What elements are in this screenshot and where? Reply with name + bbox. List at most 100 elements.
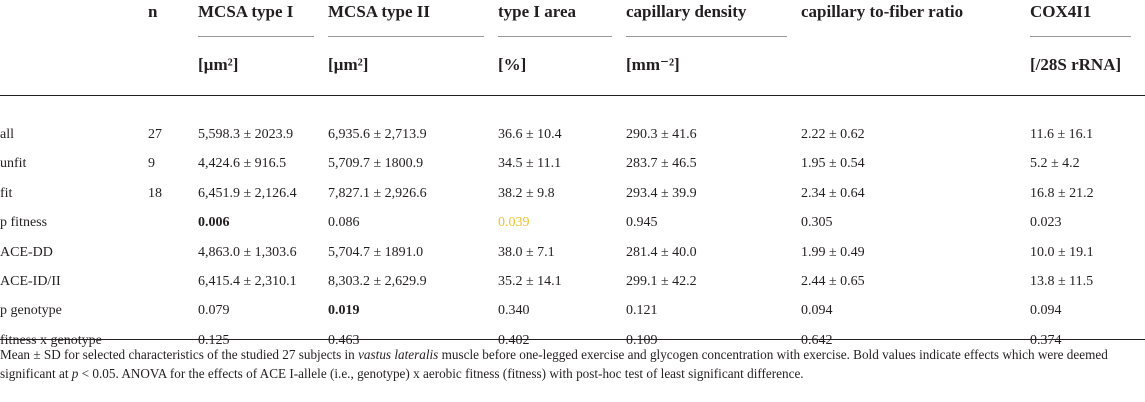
row-label: ACE-ID/II bbox=[0, 274, 61, 290]
cell-type-i-area: 35.2 ± 14.1 bbox=[498, 274, 562, 290]
cell-type-i-area: 34.5 ± 11.1 bbox=[498, 156, 562, 172]
cell-mcsa-type-ii: 7,827.1 ± 2,926.6 bbox=[328, 185, 427, 201]
cell-n bbox=[148, 208, 198, 237]
cell-capillary-fiber-ratio: 2.22 ± 0.62 bbox=[801, 127, 865, 142]
footnote-muscle-name: vastus lateralis bbox=[358, 347, 439, 362]
unit-type-i-area: [%] bbox=[498, 55, 527, 74]
cell-cox4i1: 16.8 ± 21.2 bbox=[1030, 185, 1094, 201]
row-label: fitness x genotype bbox=[0, 332, 102, 348]
row-label: unfit bbox=[0, 156, 27, 172]
cell-cox4i1: 5.2 ± 4.2 bbox=[1030, 156, 1080, 172]
unit-cox4i1: [/28S rRNA] bbox=[1030, 55, 1122, 74]
cell-type-i-area: 38.0 ± 7.1 bbox=[498, 244, 555, 260]
table-body: all 27 5,598.3 ± 2023.9 6,935.6 ± 2,713.… bbox=[0, 108, 1145, 355]
col-header-n: n bbox=[148, 2, 158, 21]
cell-capillary-density: 299.1 ± 42.2 bbox=[626, 274, 697, 290]
footnote-text: Mean ± SD for selected characteristics o… bbox=[0, 347, 359, 362]
row-label: p fitness bbox=[0, 215, 48, 231]
cell-n bbox=[148, 267, 198, 296]
cell-type-i-area: 36.6 ± 10.4 bbox=[498, 127, 562, 142]
cell-cox4i1: 10.0 ± 19.1 bbox=[1030, 244, 1094, 260]
table-row: p genotype 0.079 0.019 0.340 0.121 0.094… bbox=[0, 296, 1145, 325]
cell-capillary-density: 281.4 ± 40.0 bbox=[626, 244, 697, 260]
results-table: n MCSA type I MCSA type II type I area c… bbox=[0, 0, 1145, 355]
cell-capillary-fiber-ratio: 1.99 ± 0.49 bbox=[801, 244, 865, 260]
cell-capillary-fiber-ratio: 2.44 ± 0.65 bbox=[801, 274, 865, 290]
row-label: ACE-DD bbox=[0, 244, 53, 260]
footnote-p-symbol: p bbox=[71, 365, 79, 381]
table-footnote: Mean ± SD for selected characteristics o… bbox=[0, 346, 1130, 383]
cell-capillary-fiber-ratio: 2.34 ± 0.64 bbox=[801, 185, 865, 201]
col-header-capillary-fiber-ratio: capillary to-fiber ratio bbox=[801, 2, 964, 21]
cell-mcsa-type-i: 4,863.0 ± 1,303.6 bbox=[198, 244, 297, 260]
unit-label bbox=[0, 38, 148, 108]
cell-capillary-density: 0.121 bbox=[626, 303, 658, 319]
cell-type-i-area: 0.402 bbox=[498, 332, 530, 348]
footnote-text: muscle before one-legged exercise and gl… bbox=[0, 347, 1108, 381]
cell-mcsa-type-i: 0.079 bbox=[198, 303, 230, 319]
row-label: p genotype bbox=[0, 303, 62, 319]
cell-mcsa-type-ii: 8,303.2 ± 2,629.9 bbox=[328, 274, 427, 290]
col-header-type-i-area: type I area bbox=[498, 0, 626, 38]
cell-mcsa-type-i: 6,451.9 ± 2,126.4 bbox=[198, 185, 297, 201]
cell-capillary-density: 0.109 bbox=[626, 332, 658, 348]
cell-mcsa-type-ii: 0.086 bbox=[328, 215, 360, 231]
cell-cox4i1: 0.023 bbox=[1030, 215, 1062, 231]
cell-capillary-density: 0.945 bbox=[626, 215, 658, 231]
col-header-label bbox=[0, 0, 148, 38]
cell-mcsa-type-ii: 0.463 bbox=[328, 332, 360, 348]
cell-mcsa-type-ii-significant: 0.019 bbox=[328, 303, 360, 319]
cell-capillary-density: 290.3 ± 41.6 bbox=[626, 127, 697, 142]
cell-cox4i1: 11.6 ± 16.1 bbox=[1030, 127, 1094, 142]
cell-cox4i1: 0.374 bbox=[1030, 332, 1062, 348]
table-row: fit 18 6,451.9 ± 2,126.4 7,827.1 ± 2,926… bbox=[0, 179, 1145, 208]
cell-mcsa-type-ii: 5,704.7 ± 1891.0 bbox=[328, 244, 424, 260]
cell-capillary-fiber-ratio: 1.95 ± 0.54 bbox=[801, 156, 865, 172]
cell-n: 18 bbox=[148, 185, 162, 201]
cell-mcsa-type-ii: 5,709.7 ± 1800.9 bbox=[328, 156, 424, 172]
col-header-mcsa-type-ii: MCSA type II bbox=[328, 0, 498, 38]
col-header-mcsa-type-i: MCSA type I bbox=[198, 0, 328, 38]
table-row: ACE-ID/II 6,415.4 ± 2,310.1 8,303.2 ± 2,… bbox=[0, 267, 1145, 296]
cell-type-i-area-highlighted: 0.039 bbox=[498, 215, 530, 231]
cell-mcsa-type-i: 6,415.4 ± 2,310.1 bbox=[198, 274, 297, 290]
cell-mcsa-type-i: 5,598.3 ± 2023.9 bbox=[198, 127, 294, 142]
table-row: ACE-DD 4,863.0 ± 1,303.6 5,704.7 ± 1891.… bbox=[0, 238, 1145, 267]
unit-capillary-density: [mm⁻²] bbox=[626, 55, 680, 74]
cell-type-i-area: 0.340 bbox=[498, 303, 530, 319]
cell-n: 9 bbox=[148, 156, 155, 172]
table-row: fitness x genotype 0.125 0.463 0.402 0.1… bbox=[0, 326, 1145, 355]
unit-mcsa-type-i: [µm²] bbox=[198, 55, 239, 74]
cell-capillary-fiber-ratio: 0.642 bbox=[801, 332, 833, 348]
cell-n bbox=[148, 296, 198, 325]
table-row: all 27 5,598.3 ± 2023.9 6,935.6 ± 2,713.… bbox=[0, 120, 1145, 149]
unit-n bbox=[148, 38, 198, 108]
cell-capillary-density: 283.7 ± 46.5 bbox=[626, 156, 697, 172]
col-header-cox4i1: COX4I1 bbox=[1030, 0, 1145, 38]
cell-mcsa-type-i-significant: 0.006 bbox=[198, 215, 230, 231]
row-label: fit bbox=[0, 185, 13, 201]
col-header-capillary-density: capillary density bbox=[626, 0, 801, 38]
cell-capillary-fiber-ratio: 0.305 bbox=[801, 215, 833, 231]
cell-mcsa-type-i: 4,424.6 ± 916.5 bbox=[198, 156, 287, 172]
cell-capillary-density: 293.4 ± 39.9 bbox=[626, 185, 697, 201]
unit-mcsa-type-ii: [µm²] bbox=[328, 55, 369, 74]
header-row-names: n MCSA type I MCSA type II type I area c… bbox=[0, 0, 1145, 38]
cell-cox4i1: 13.8 ± 11.5 bbox=[1030, 274, 1094, 290]
table-bottom-rule bbox=[0, 339, 1145, 340]
header-row-units: [µm²] [µm²] [%] [mm⁻²] [/28S rRNA] bbox=[0, 38, 1145, 108]
cell-cox4i1: 0.094 bbox=[1030, 303, 1062, 319]
footnote-text: < 0.05. ANOVA for the effects of ACE I-a… bbox=[78, 365, 804, 381]
cell-mcsa-type-ii: 6,935.6 ± 2,713.9 bbox=[328, 127, 427, 142]
cell-type-i-area: 38.2 ± 9.8 bbox=[498, 185, 555, 201]
row-label: all bbox=[0, 127, 14, 142]
cell-capillary-fiber-ratio: 0.094 bbox=[801, 303, 833, 319]
table-row: unfit 9 4,424.6 ± 916.5 5,709.7 ± 1800.9… bbox=[0, 149, 1145, 178]
unit-capillary-fiber-ratio bbox=[801, 38, 1030, 108]
header-bottom-rule bbox=[0, 95, 1145, 96]
cell-n: 27 bbox=[148, 127, 162, 142]
table-row: p fitness 0.006 0.086 0.039 0.945 0.305 … bbox=[0, 208, 1145, 237]
cell-n bbox=[148, 238, 198, 267]
cell-mcsa-type-i: 0.125 bbox=[198, 332, 230, 348]
